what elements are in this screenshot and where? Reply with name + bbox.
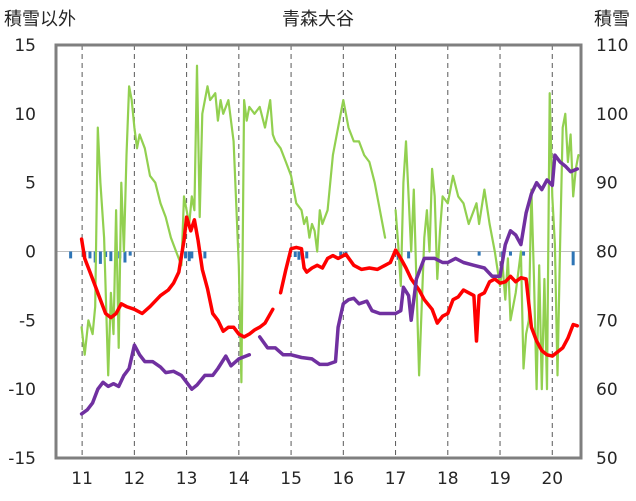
left-tick-label-0: 0 [25,243,36,263]
series-line-1-b [257,153,580,367]
bar-13 [203,251,207,259]
series-line-2-a [80,64,387,384]
right-tick-label-50: 50 [596,449,618,469]
series-line-0-a [79,215,275,339]
x-tick-label-16: 16 [332,469,354,489]
left-tick-label--10: -10 [8,380,36,400]
left-tick-label--5: -5 [19,311,36,331]
left-tick-labels: 15 10 5 0 -5 -10 -15 [8,36,36,469]
bar-0 [69,251,73,259]
bar-24 [522,251,526,256]
bar-12 [190,251,194,259]
bar-23 [508,251,512,256]
left-tick-label-10: 10 [14,105,36,125]
right-axis-label: 積雪 [594,9,630,30]
bar-11 [187,251,191,262]
x-tick-labels: 11 12 13 14 15 16 17 18 19 20 [71,469,563,489]
x-tick-label-15: 15 [280,469,302,489]
left-tick-label-5: 5 [25,174,36,194]
series-line-1-a [79,343,252,416]
bar-16 [305,251,309,259]
right-tick-label-110: 110 [596,36,628,56]
bar-9 [128,251,132,256]
bar-10 [184,251,188,259]
plot-frame [54,43,583,460]
left-tick-label-15: 15 [14,36,36,56]
bar-20 [407,251,411,259]
axes [54,43,583,460]
bar-4 [98,251,102,264]
right-tick-label-70: 70 [596,311,618,331]
left-tick-label--15: -15 [8,449,36,469]
bar-21 [477,251,481,256]
left-axis-label: 積雪以外 [4,9,76,30]
x-tick-label-20: 20 [541,469,563,489]
right-tick-labels: 110 100 90 80 70 60 50 [596,36,628,469]
bar-15 [297,251,301,260]
bar-6 [109,251,113,262]
series-line-0-b [278,245,580,358]
chart-title: 青森大谷 [282,9,354,30]
bar-2 [88,251,92,259]
right-tick-label-60: 60 [596,380,618,400]
right-tick-label-100: 100 [596,105,628,125]
x-tick-label-12: 12 [124,469,146,489]
bar-8 [123,251,127,263]
x-tick-label-14: 14 [228,469,250,489]
grid-lines [56,45,581,458]
right-tick-label-80: 80 [596,243,618,263]
x-tick-label-19: 19 [489,469,511,489]
x-tick-label-11: 11 [71,469,93,489]
x-tick-label-17: 17 [385,469,407,489]
right-tick-label-90: 90 [596,174,618,194]
bar-17 [339,251,343,256]
line-series [79,64,580,416]
x-tick-label-13: 13 [176,469,198,489]
x-tick-label-18: 18 [437,469,459,489]
bar-25 [571,251,575,266]
bar-14 [293,251,297,258]
